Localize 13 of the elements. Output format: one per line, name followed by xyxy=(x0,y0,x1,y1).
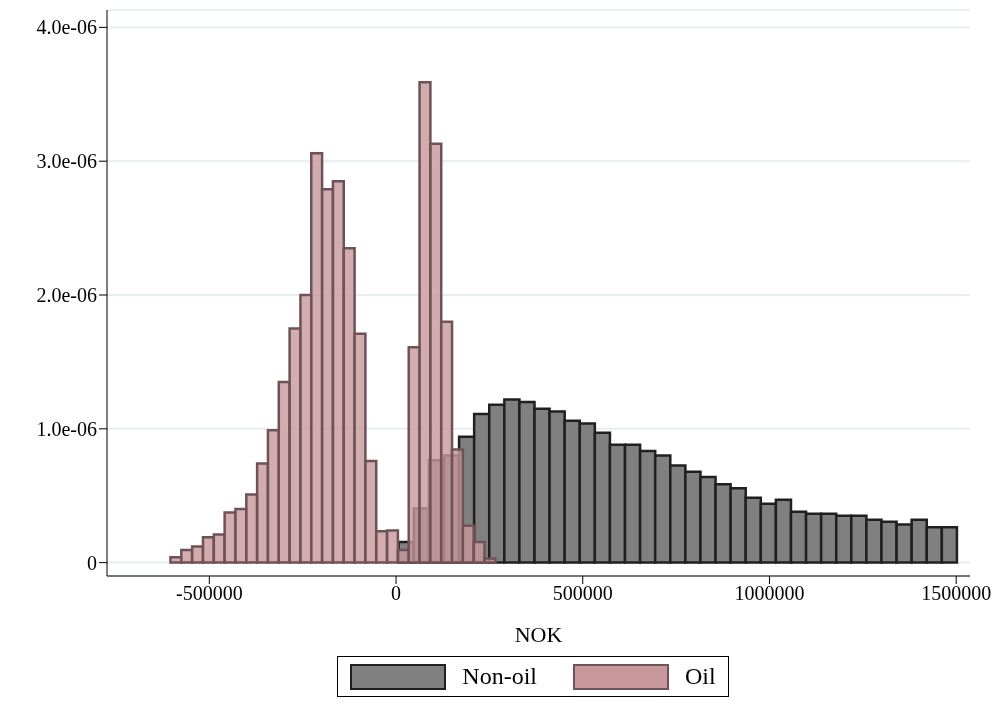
x-tick-label: 1000000 xyxy=(734,582,805,605)
y-tick-label: 3.0e-06 xyxy=(36,150,97,173)
x-tick-label: 0 xyxy=(391,582,402,605)
y-tick-label: 1.0e-06 xyxy=(36,417,97,440)
y-tick-label: 0 xyxy=(87,551,97,574)
x-axis-title: NOK xyxy=(514,622,563,647)
y-tick-label: 2.0e-06 xyxy=(36,284,97,307)
legend-label: Oil xyxy=(685,663,716,690)
x-tick-label: 1500000 xyxy=(921,582,992,605)
x-tick-label: -500000 xyxy=(175,582,243,605)
x-tick-label: 500000 xyxy=(552,582,613,605)
y-tick-label: 4.0e-06 xyxy=(36,16,97,39)
legend-label: Non-oil xyxy=(462,663,537,690)
